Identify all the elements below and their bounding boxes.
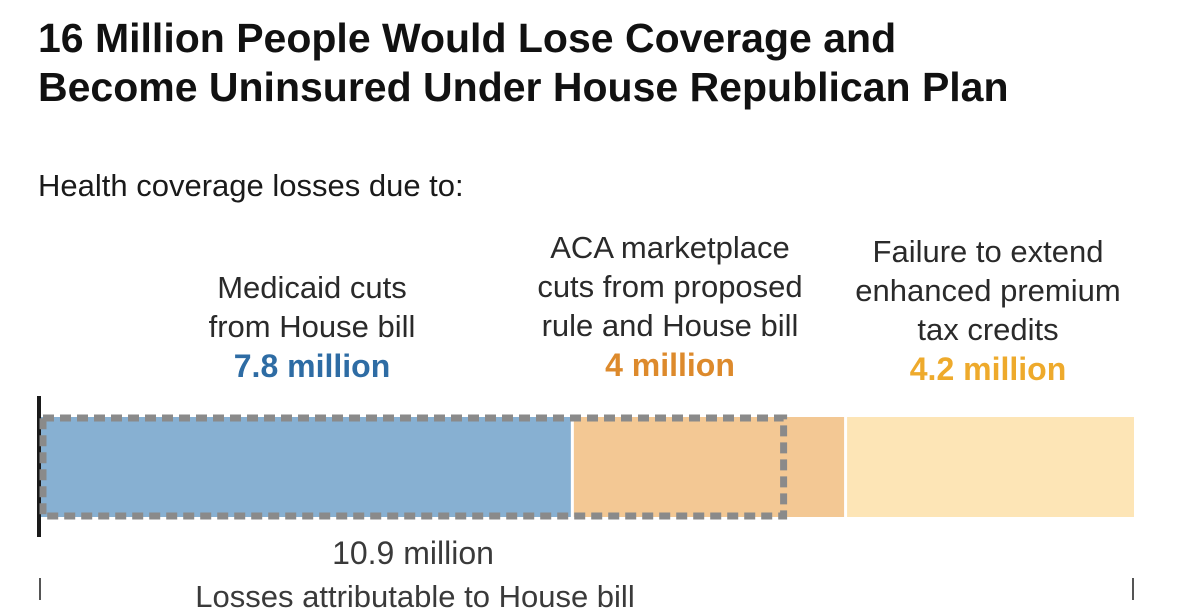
house-bill-bracket xyxy=(39,414,788,520)
segment-label-marketplace-line-1: ACA marketplace xyxy=(550,230,790,265)
bracket-value-label: 10.9 million xyxy=(332,535,494,571)
segment-value-marketplace: 4 million xyxy=(605,347,735,383)
segment-label-marketplace: ACA marketplace cuts from proposed rule … xyxy=(510,228,830,385)
segment-label-tax-credits: Failure to extend enhanced premium tax c… xyxy=(838,232,1138,389)
bar-segment-marketplace xyxy=(573,417,845,517)
segment-label-tax-credits-line-1: Failure to extend xyxy=(872,234,1104,269)
segment-label-tax-credits-line-2: enhanced premium xyxy=(855,273,1121,308)
chart-title-line-2: Become Uninsured Under House Republican … xyxy=(38,64,1009,110)
bar-segments xyxy=(41,417,1134,517)
segment-label-marketplace-line-3: rule and House bill xyxy=(541,308,799,343)
bracket-caption: Losses attributable to House bill xyxy=(195,579,635,614)
chart-title-line-1: 16 Million People Would Lose Coverage an… xyxy=(38,15,897,61)
segment-label-medicaid-line-1: Medicaid cuts xyxy=(217,270,407,305)
bar-segment-medicaid xyxy=(41,417,571,517)
stacked-bar-chart xyxy=(37,396,1134,600)
segment-label-medicaid: Medicaid cuts from House bill 7.8 millio… xyxy=(172,268,452,386)
segment-value-medicaid: 7.8 million xyxy=(233,348,391,384)
segment-value-tax-credits: 4.2 million xyxy=(909,351,1067,387)
segment-label-marketplace-line-2: cuts from proposed xyxy=(537,269,803,304)
bar-segment-tax-credits xyxy=(847,417,1134,517)
segment-label-tax-credits-line-3: tax credits xyxy=(917,312,1059,347)
chart-subtitle: Health coverage losses due to: xyxy=(38,168,464,203)
chart-title: 16 Million People Would Lose Coverage an… xyxy=(38,14,1178,112)
segment-label-medicaid-line-2: from House bill xyxy=(208,309,416,344)
